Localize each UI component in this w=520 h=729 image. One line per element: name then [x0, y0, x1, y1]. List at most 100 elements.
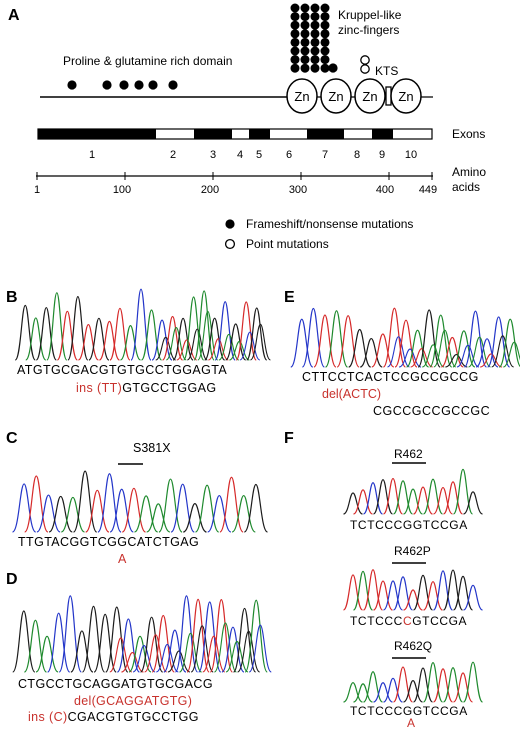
trace-peak — [161, 315, 184, 361]
mutation-dot — [320, 12, 330, 22]
trace-peak — [70, 630, 94, 673]
trace-peak — [412, 667, 434, 703]
trace-peak — [433, 329, 457, 368]
trace-peak — [343, 492, 363, 515]
deletion-e: del(ACTC) — [322, 387, 381, 401]
trace-peak — [249, 323, 271, 361]
trace-peak — [475, 338, 499, 368]
trace-peak — [392, 666, 414, 703]
panel-label-a: A — [8, 7, 20, 24]
sequence-e-2: CGCCGCCGCCGC — [373, 404, 490, 418]
mutation-dot — [290, 12, 300, 22]
trace-peak — [398, 348, 422, 368]
trace-peak — [11, 483, 37, 533]
trace-peak — [423, 581, 443, 611]
trace-peak — [387, 336, 410, 368]
mutation-dot — [290, 55, 300, 65]
trace-peak — [36, 494, 61, 533]
substitution-f2: C — [403, 614, 412, 628]
trace-peak — [479, 353, 503, 368]
exon-7 — [307, 129, 344, 139]
trace-peak — [221, 626, 245, 673]
trace-peak — [456, 344, 480, 368]
mutation-dot — [320, 63, 330, 73]
mutation-dot — [134, 80, 144, 90]
trace-peak — [235, 301, 257, 361]
tick-label: 300 — [289, 184, 307, 196]
zinc-finger-1 — [286, 78, 318, 114]
trace-peak — [85, 489, 110, 533]
trace-peak — [146, 503, 171, 533]
trace-peak — [98, 320, 121, 361]
amino-label-1: Amino — [452, 165, 486, 179]
mutation-dot — [290, 20, 300, 30]
tick-label: 400 — [376, 184, 394, 196]
trace-peak — [77, 323, 99, 361]
trace-peak — [156, 643, 179, 673]
trace-peak — [204, 317, 226, 361]
zn-label: Zn — [362, 89, 377, 104]
trace-peak — [35, 635, 59, 673]
trace-peak — [81, 605, 106, 673]
trace-peak — [442, 569, 464, 611]
trace-peak — [193, 290, 215, 361]
trace-peak — [225, 323, 247, 361]
proline-mutation-dots — [67, 80, 178, 90]
zn-label: Zn — [294, 89, 309, 104]
amino-label-2: acids — [452, 180, 480, 194]
zn-label: Zn — [328, 89, 343, 104]
trace-peak — [151, 319, 173, 361]
trace-peak — [207, 494, 232, 533]
trace-peak — [46, 292, 68, 361]
trace-peak — [362, 569, 384, 611]
trace-peak — [232, 607, 257, 673]
trace-peak — [412, 574, 434, 611]
trace-peak — [371, 333, 395, 368]
trace-peak — [462, 661, 484, 703]
trace-peak — [417, 309, 441, 368]
trace-peak — [336, 315, 360, 368]
exon-number: 4 — [237, 149, 243, 161]
mutation-dot — [310, 37, 320, 47]
trace-peak — [219, 476, 244, 533]
trace-peak — [422, 478, 444, 515]
trace-peak — [35, 306, 57, 361]
trace-peak — [109, 488, 134, 533]
trace-peak — [88, 317, 110, 361]
sequence-d: CTGCCTGCAGGATGTGCGACG — [18, 677, 213, 691]
mutation-dot — [168, 80, 178, 90]
trace-peak — [422, 661, 444, 703]
trace-peak — [463, 310, 488, 368]
trace-peak — [208, 338, 229, 361]
mutation-dot — [67, 80, 77, 90]
exon-number: 9 — [379, 149, 385, 161]
trace-peak — [372, 479, 394, 515]
trace-peak — [172, 317, 194, 361]
trace-peak — [324, 310, 349, 368]
kruppel-label-1: Kruppel-like — [338, 8, 402, 22]
trace-peak — [139, 616, 164, 673]
mutation-dot — [310, 20, 320, 30]
trace-peak — [373, 580, 393, 611]
mutation-dot — [300, 12, 310, 22]
mutation-dot — [102, 80, 112, 90]
tick-label: 200 — [201, 184, 219, 196]
exon-number: 2 — [170, 149, 176, 161]
trace-peak — [243, 483, 269, 533]
mutation-dot — [328, 63, 338, 73]
trace-peak — [413, 486, 433, 515]
trace-peak — [352, 570, 374, 611]
trace-peak — [209, 599, 233, 673]
mutation-dot — [300, 20, 310, 30]
trace-peak — [213, 622, 237, 673]
mutation-dot — [290, 29, 300, 39]
sequence-part: TCTCCC — [350, 614, 403, 628]
sequence-f2: TCTCCCCGTCCGA — [350, 614, 467, 628]
trace-peak — [198, 601, 222, 673]
trace-peak — [144, 634, 168, 673]
exon-number: 1 — [89, 149, 95, 161]
trace-peak — [121, 651, 144, 673]
legend-filled-label: Frameshift/nonsense mutations — [246, 217, 413, 231]
trace-peak — [25, 317, 47, 361]
mutation-dot — [290, 3, 300, 13]
